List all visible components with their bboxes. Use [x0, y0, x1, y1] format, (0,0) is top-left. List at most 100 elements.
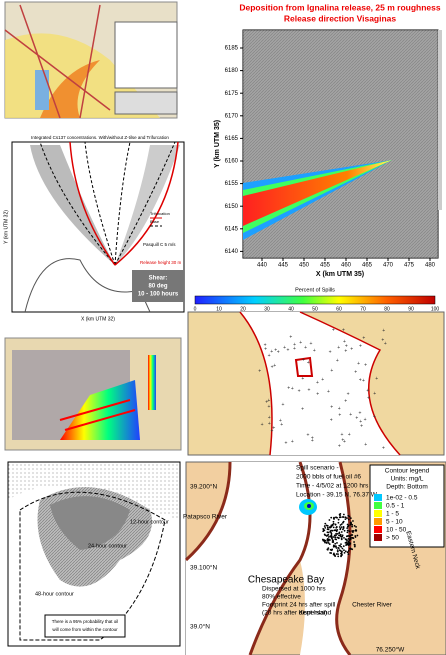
particle: +	[340, 432, 343, 438]
particle: +	[302, 357, 305, 363]
spill-particle	[339, 527, 342, 530]
particle: +	[364, 442, 367, 448]
spill-particle	[349, 517, 352, 520]
spill-particle	[349, 538, 351, 541]
particle: +	[283, 345, 286, 351]
legend-swatch	[374, 526, 382, 533]
particle: +	[375, 376, 378, 382]
particle: +	[268, 353, 271, 359]
spill-particle	[335, 547, 338, 549]
particle: +	[316, 380, 319, 386]
spill-particle	[330, 516, 333, 519]
particle: +	[382, 328, 385, 334]
dispersal-note: 80% effective	[262, 594, 301, 601]
spill-particle	[346, 535, 349, 537]
colorbar-tick: 90	[408, 306, 414, 312]
bay-map-panel: ++++++++++++++++++++++++++++++++++++++++…	[187, 311, 445, 456]
spill-particle	[323, 533, 326, 536]
y-tick-label: 6185	[225, 46, 239, 52]
colorbar-tick: 0	[194, 306, 197, 312]
spill-particle	[343, 529, 346, 532]
spill-particle	[326, 539, 329, 542]
spill-particle	[337, 546, 340, 549]
particle: +	[336, 358, 339, 364]
spill-particle	[340, 543, 342, 546]
spill-particle	[352, 520, 354, 522]
particle: +	[338, 406, 341, 412]
particle: +	[384, 341, 387, 347]
particle: +	[304, 345, 307, 351]
spill-particle	[330, 532, 333, 535]
spill-particle	[336, 549, 339, 552]
colorbar-title: Percent of Spills	[295, 287, 335, 293]
spill-particle	[337, 518, 340, 521]
spill-particle	[347, 514, 350, 517]
spill-particle	[328, 519, 331, 521]
legend-label: > 50	[386, 535, 399, 542]
particle: +	[264, 342, 267, 348]
x-tick-label: 460	[341, 263, 352, 269]
y-tick-label: 6175	[225, 91, 239, 97]
legend-title: Units: mg/L	[391, 476, 424, 483]
place-label: Chesapeake Bay	[248, 575, 324, 586]
spill-particle	[327, 531, 330, 534]
spill-particle	[340, 537, 343, 540]
spill-particle	[355, 529, 358, 532]
particle: +	[355, 416, 358, 422]
spill-particle	[343, 552, 346, 554]
spill-particle	[339, 544, 342, 547]
particle: +	[273, 363, 276, 369]
particle: +	[291, 439, 294, 445]
shear-text: 10 - 100 hours	[138, 292, 179, 298]
spill-particle	[332, 553, 335, 556]
spill-particle	[340, 552, 342, 555]
scenario: Time - 4/5/02 at 1200 hrs	[296, 483, 369, 490]
particle: +	[299, 340, 302, 346]
spill-particle	[352, 529, 355, 532]
particle: +	[362, 336, 365, 342]
spill-particle	[326, 528, 329, 531]
particle: +	[272, 425, 275, 431]
particle: +	[307, 432, 310, 438]
particle: +	[342, 328, 345, 334]
spill-particle	[351, 523, 354, 526]
legend-label: 10 - 50	[386, 527, 407, 534]
dispersal-note: Dispersed at 1000 hrs	[262, 586, 326, 593]
legend-swatch	[374, 510, 382, 517]
spill-particle	[339, 533, 342, 536]
particle: +	[338, 412, 341, 418]
spill-particle	[344, 518, 347, 521]
spill-particle	[352, 537, 354, 539]
spill-particle	[335, 553, 338, 555]
particle: +	[357, 361, 360, 367]
spill-particle	[331, 539, 334, 541]
particle: +	[348, 432, 351, 438]
spill-particle	[340, 526, 343, 529]
particle: +	[362, 378, 365, 384]
x-tick-label: 445	[278, 263, 289, 269]
particle: +	[307, 360, 310, 366]
y-axis-label: Y (km UTM 35)	[214, 120, 221, 168]
particle: +	[279, 418, 282, 424]
spill-particle	[336, 542, 338, 544]
legend-label: 1e-02 - 0.5	[386, 495, 418, 502]
particle: +	[289, 334, 292, 340]
spill-particle	[335, 516, 337, 519]
particle: +	[330, 418, 333, 424]
x-tick-label: 440	[257, 263, 268, 269]
colorbar-tick: 10	[216, 306, 222, 312]
x-tick-label: 470	[383, 263, 394, 269]
spill-particle	[348, 530, 351, 533]
particle: +	[291, 386, 294, 392]
spill-particle	[344, 538, 347, 540]
spill-particle	[337, 553, 339, 556]
spill-particle	[338, 526, 341, 528]
y-axis-label: Y (km UTM 32)	[3, 210, 9, 244]
legend-swatch	[374, 534, 382, 541]
spill-particle	[349, 542, 352, 545]
particle: +	[327, 389, 330, 395]
particle: +	[277, 350, 280, 356]
particle: +	[381, 337, 384, 343]
particle: +	[301, 406, 304, 412]
spill-particle	[343, 536, 345, 539]
